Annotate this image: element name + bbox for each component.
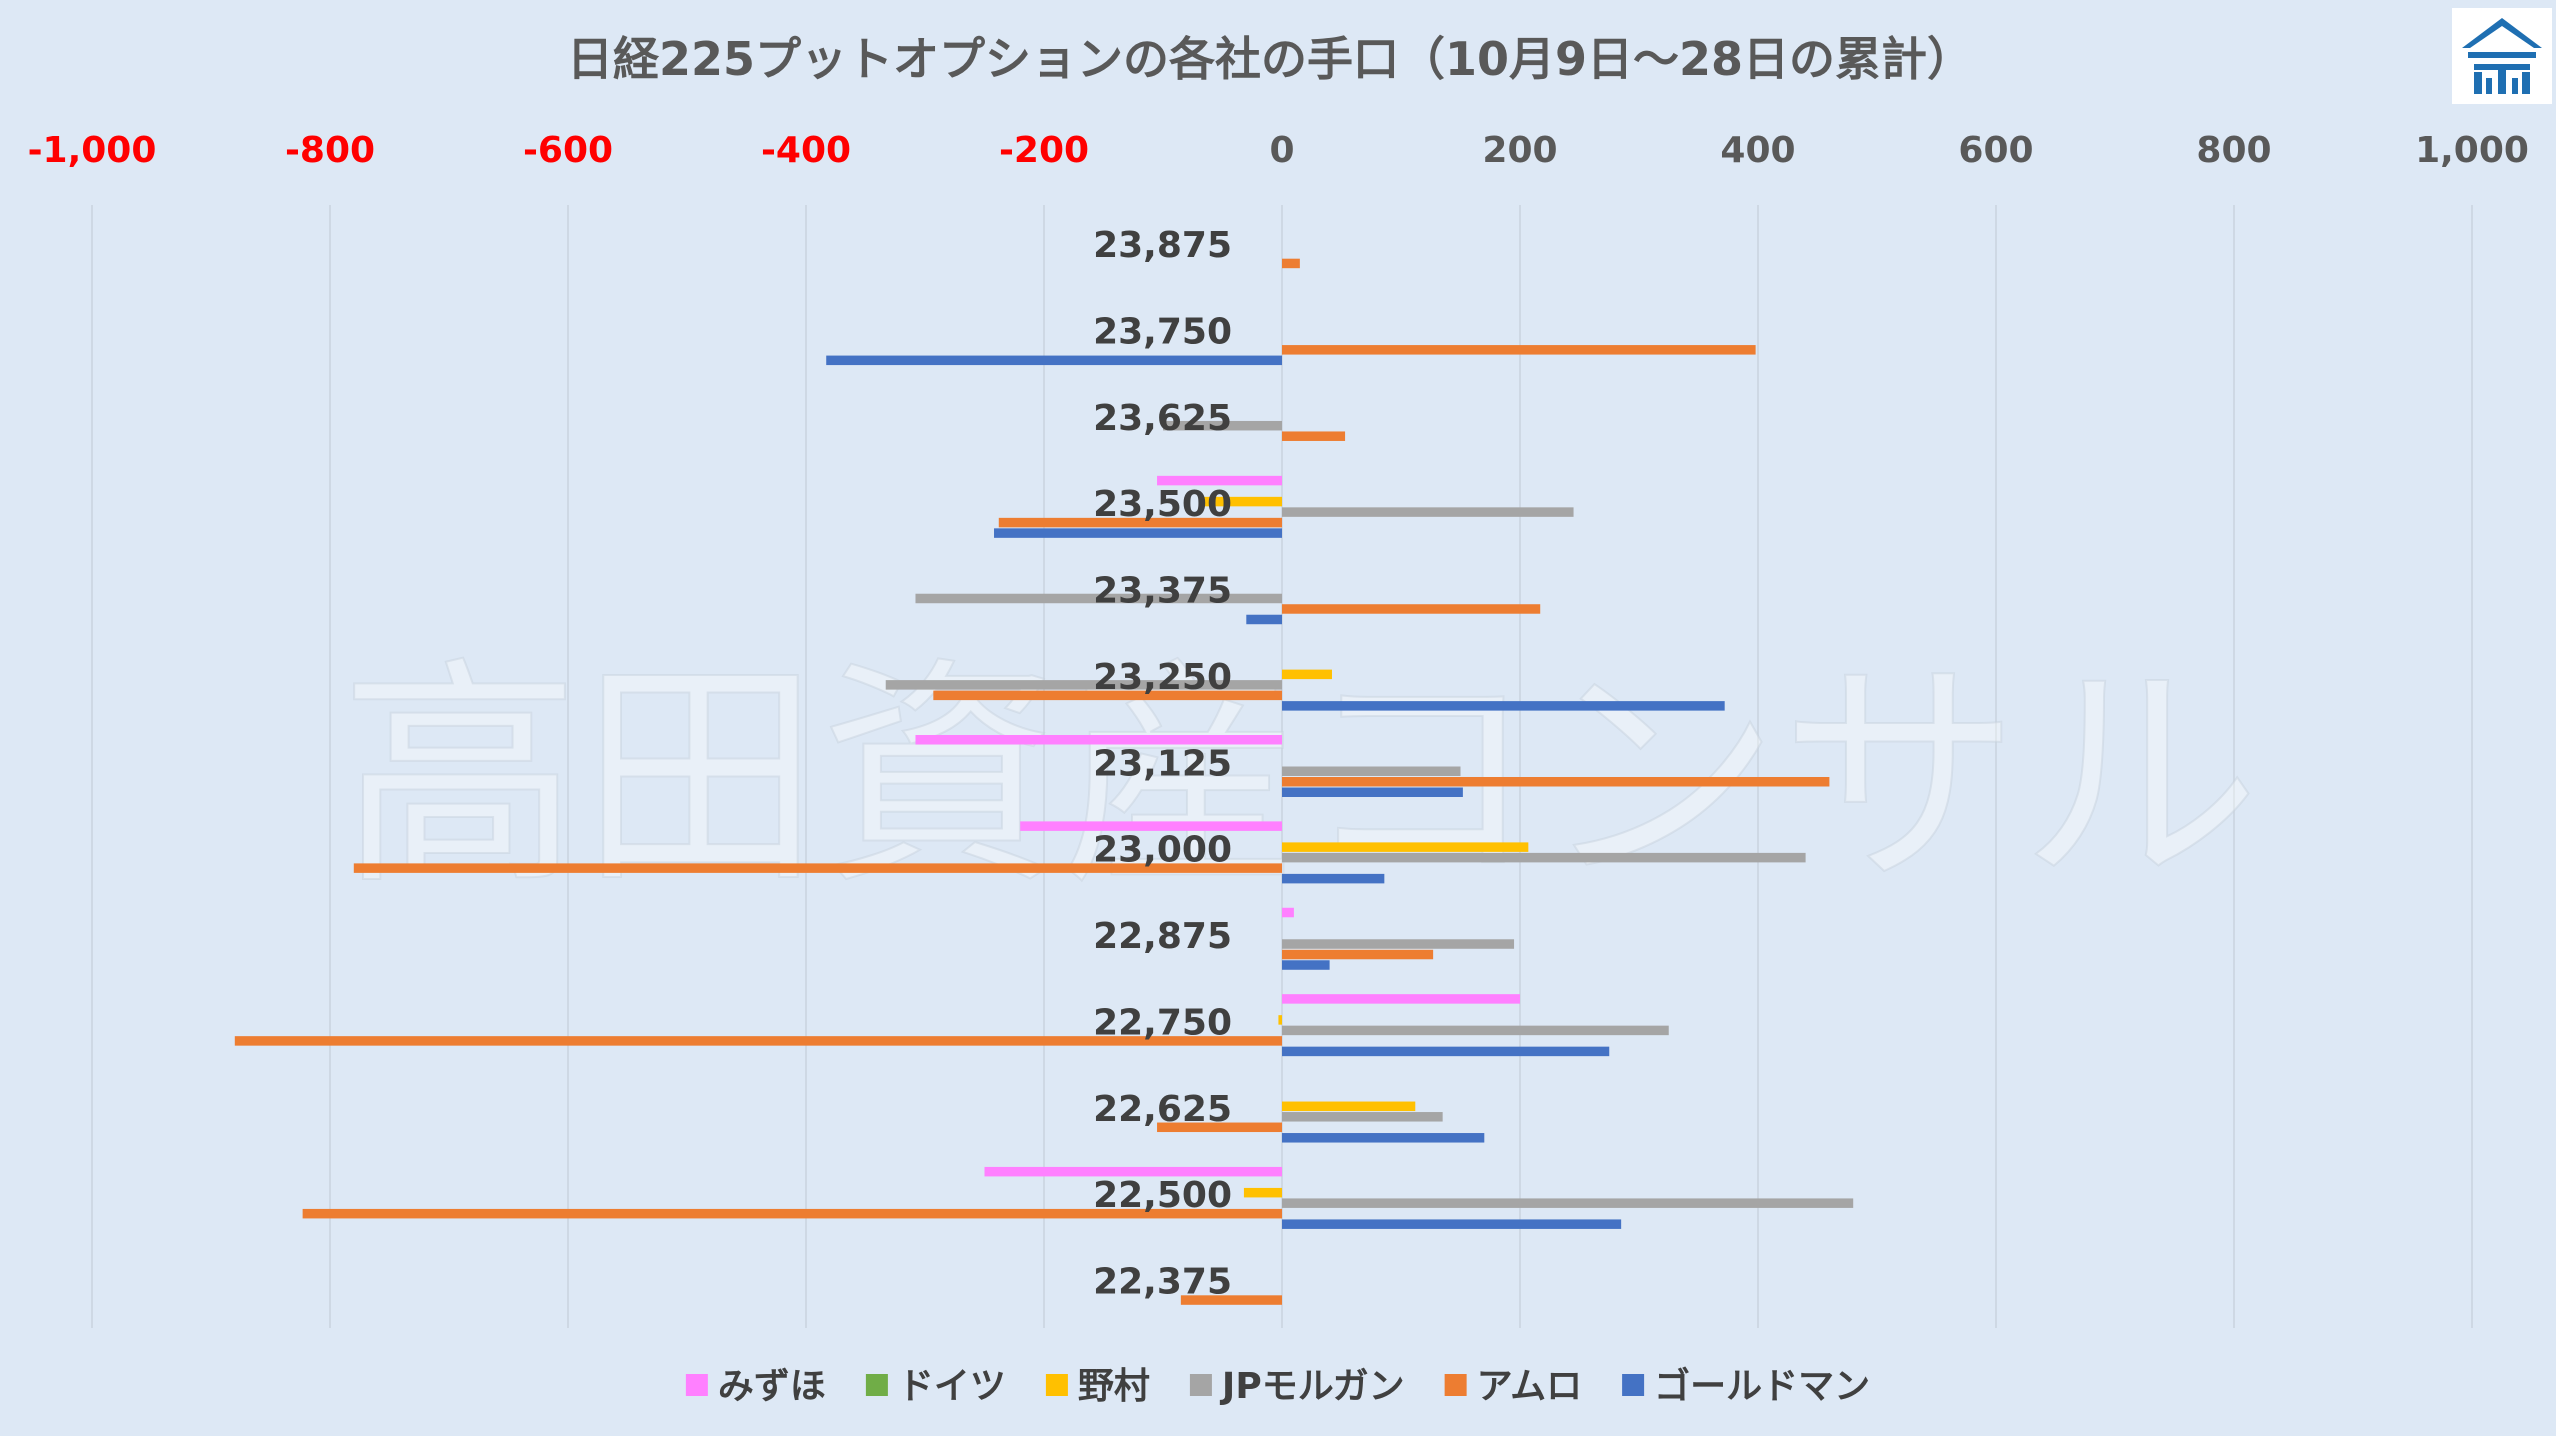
bar bbox=[885, 680, 1282, 690]
x-tick-label: 1,000 bbox=[2415, 130, 2529, 171]
chart-title: 日経225プットオプションの各社の手口（10月9日～28日の累計） bbox=[567, 32, 1973, 86]
bar bbox=[915, 593, 1282, 604]
bar bbox=[1282, 787, 1463, 797]
bar bbox=[984, 1166, 1282, 1177]
bar bbox=[1278, 1015, 1282, 1025]
bar bbox=[915, 735, 1282, 745]
bar bbox=[826, 355, 1282, 366]
bar bbox=[1282, 1219, 1622, 1229]
legend-label: みずほ bbox=[718, 1366, 826, 1407]
category-label: 23,500 bbox=[1093, 484, 1232, 525]
bar bbox=[1198, 496, 1282, 507]
category-label: 23,875 bbox=[1093, 225, 1232, 266]
category-label: 22,875 bbox=[1093, 916, 1232, 957]
legend-label: アムロ bbox=[1477, 1366, 1582, 1407]
bar bbox=[1282, 873, 1385, 884]
legend-swatch bbox=[865, 1374, 888, 1396]
bar bbox=[1282, 1133, 1485, 1143]
bar bbox=[1157, 475, 1282, 486]
category-label: 23,250 bbox=[1093, 657, 1232, 698]
bar bbox=[1282, 258, 1300, 269]
bar bbox=[1282, 994, 1520, 1004]
bar bbox=[234, 1036, 1282, 1046]
x-tick-label: 200 bbox=[1482, 130, 1557, 171]
bar bbox=[1282, 1101, 1416, 1112]
legend-label: ゴールドマン bbox=[1654, 1365, 1870, 1407]
bar bbox=[1282, 345, 1756, 355]
x-tick-label: -1,000 bbox=[28, 130, 157, 171]
legend-swatch bbox=[1189, 1374, 1212, 1396]
x-tick-label: 400 bbox=[1720, 130, 1795, 171]
bar bbox=[1282, 842, 1529, 852]
category-labels: 23,875 23,750 23,625 23,500 23,375 23,250 23,1… bbox=[1093, 225, 1232, 1303]
x-tick-label: 0 bbox=[1269, 130, 1294, 171]
bar bbox=[1157, 1122, 1282, 1133]
bar bbox=[1282, 949, 1434, 960]
bar bbox=[1163, 420, 1282, 431]
category-label: 23,000 bbox=[1093, 830, 1232, 871]
legend-swatch bbox=[1045, 1374, 1068, 1396]
x-tick-label: 800 bbox=[2196, 130, 2271, 171]
legend-swatch bbox=[1444, 1374, 1467, 1396]
bar bbox=[1282, 777, 1830, 787]
bar bbox=[1180, 1295, 1282, 1305]
legend: みずほ ドイツ 野村 JPモルガン アムロ ゴールドマン bbox=[685, 1365, 1870, 1407]
category-label: 23,125 bbox=[1093, 743, 1232, 784]
legend-swatch bbox=[685, 1374, 708, 1396]
bar bbox=[1282, 960, 1330, 970]
bar bbox=[1282, 939, 1515, 949]
bar bbox=[1282, 1046, 1610, 1057]
category-label: 22,375 bbox=[1093, 1262, 1232, 1303]
bar bbox=[302, 1208, 1282, 1219]
bar bbox=[933, 690, 1282, 701]
bar bbox=[1282, 1025, 1669, 1036]
bar bbox=[353, 863, 1282, 873]
logo-icon bbox=[2452, 8, 2552, 104]
x-tick-label: -200 bbox=[999, 130, 1089, 171]
legend-label: JPモルガン bbox=[1219, 1366, 1405, 1407]
bar bbox=[1282, 1112, 1443, 1122]
bar bbox=[1282, 852, 1806, 863]
bar bbox=[1282, 669, 1332, 680]
bar bbox=[1282, 604, 1541, 614]
legend-label: ドイツ bbox=[898, 1366, 1006, 1407]
bar bbox=[1246, 614, 1282, 625]
category-label: 23,750 bbox=[1093, 311, 1232, 352]
x-axis-ticks: -1,000 -800 -600 -400 -200 0 200 400 600 800 1,000 bbox=[28, 130, 2529, 171]
bars bbox=[234, 258, 1854, 1305]
category-label: 23,375 bbox=[1093, 571, 1232, 612]
category-label: 22,750 bbox=[1093, 1002, 1232, 1043]
category-label: 23,625 bbox=[1093, 398, 1232, 439]
x-tick-label: 600 bbox=[1958, 130, 2033, 171]
bar bbox=[994, 528, 1282, 538]
bar bbox=[1282, 766, 1461, 776]
bar bbox=[1282, 701, 1725, 711]
bar bbox=[1020, 821, 1282, 831]
x-tick-label: -600 bbox=[523, 130, 613, 171]
bar bbox=[1282, 507, 1574, 517]
category-label: 22,625 bbox=[1093, 1089, 1232, 1130]
bar bbox=[998, 517, 1282, 528]
legend-label: 野村 bbox=[1078, 1366, 1150, 1407]
bar bbox=[1282, 1198, 1854, 1208]
x-tick-label: -800 bbox=[285, 130, 375, 171]
legend-swatch bbox=[1622, 1374, 1645, 1396]
bar bbox=[1243, 1187, 1282, 1198]
category-label: 22,500 bbox=[1093, 1175, 1232, 1216]
bar bbox=[1282, 431, 1346, 441]
x-tick-label: -400 bbox=[761, 130, 851, 171]
bar bbox=[1282, 907, 1294, 918]
